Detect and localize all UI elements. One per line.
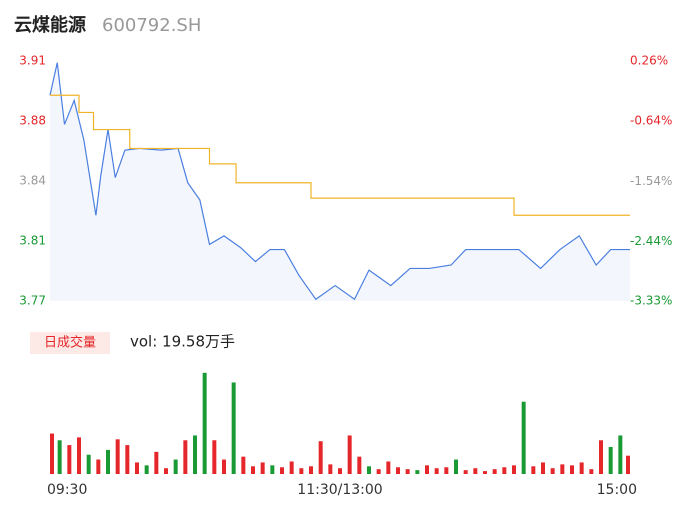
volume-bar [531,466,536,474]
volume-bar [434,468,439,474]
volume-bar [357,456,362,474]
volume-bar [318,441,323,474]
volume-bar [626,455,630,474]
volume-bar [328,464,333,474]
volume-bar [589,469,594,474]
volume-bar [241,456,246,474]
volume-bar [550,468,555,474]
volume-total: vol: 19.58万手 [130,333,235,351]
volume-bar [67,445,72,474]
volume-legend: 日成交量 [44,335,96,351]
y-tick-label: 3.91 [19,54,46,68]
average-line [50,94,630,216]
volume-bar [251,466,255,474]
x-tick-label: 15:00 [597,482,637,498]
volume-bar [106,449,110,474]
y-tick-label: 3.77 [19,294,46,308]
volume-bar [618,435,623,474]
volume-bar [483,471,487,474]
legend-box [30,332,110,354]
volume-bar [135,462,139,474]
volume-bar [270,465,275,474]
volume-bar [570,465,574,474]
volume-bar [96,459,101,474]
volume-bar [86,454,91,474]
volume-bar [463,470,468,474]
volume-bar [560,464,565,474]
stock-code: 600792.SH [102,15,201,36]
volume-bar [125,445,130,474]
volume-bar [415,470,420,474]
volume-bar [77,437,81,474]
volume-bar [405,469,410,474]
volume-bar [444,467,449,474]
volume-bar [425,465,429,474]
y2-tick-label: 0.26% [630,54,668,68]
y2-tick-label: -2.44% [630,234,672,248]
y-tick-label: 3.84 [19,174,46,188]
volume-bar [222,459,226,474]
volume-bar [473,468,478,474]
y-tick-label: 3.88 [19,114,46,128]
volume-bar [502,467,507,474]
volume-bar [376,469,381,474]
volume-bar [309,466,313,474]
volume-bar [57,440,62,474]
volume-bar [231,382,236,474]
volume-bar [50,433,54,474]
volume-bar [454,459,458,474]
volume-bar [599,440,603,474]
volume-bar [144,465,149,474]
volume-bar [541,462,545,474]
volume-bar [579,462,584,474]
stock-name: 云煤能源 [14,14,86,36]
y2-tick-label: -1.54% [630,174,672,188]
price-area [50,62,630,301]
y2-tick-label: -3.33% [630,294,672,308]
volume-bar [608,447,613,474]
x-tick-label: 09:30 [47,482,87,498]
volume-bar [338,468,342,474]
volume-bar [512,465,516,474]
volume-bar [289,461,294,474]
volume-bar [386,461,391,474]
volume-bar [193,435,197,474]
volume-bar [260,462,265,474]
volume-bar [173,459,178,474]
volume-bar [280,467,284,474]
volume-bar [202,372,207,474]
volume-bar [164,468,168,474]
y2-tick-label: -0.64% [630,114,672,128]
volume-bar [299,468,304,474]
volume-bar [396,467,400,474]
volume-bar [347,435,352,474]
volume-bar [492,469,497,474]
x-tick-label: 11:30/13:00 [297,482,382,498]
volume-bar [521,401,526,474]
price-line [49,62,630,301]
volume-bar [212,440,217,474]
volume-bar [154,451,159,474]
volume-bar [115,439,120,474]
volume-bar [367,466,371,474]
y-tick-label: 3.81 [19,234,46,248]
volume-bar [183,440,188,474]
